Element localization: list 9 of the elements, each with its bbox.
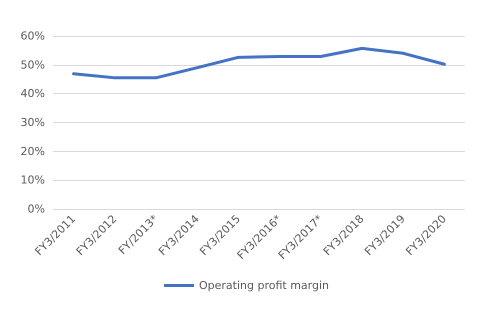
y-tick-label: 20%	[20, 144, 45, 158]
y-tick-label: 50%	[20, 58, 45, 72]
y-tick-label: 40%	[20, 87, 45, 100]
y-tick-label: 0%	[28, 202, 45, 216]
y-tick-label: 60%	[20, 30, 45, 42]
y-tick-label: 30%	[20, 116, 45, 129]
line-series	[72, 46, 446, 80]
y-tick-label: 10%	[20, 174, 45, 187]
legend-label: Operating profit margin	[198, 279, 330, 292]
